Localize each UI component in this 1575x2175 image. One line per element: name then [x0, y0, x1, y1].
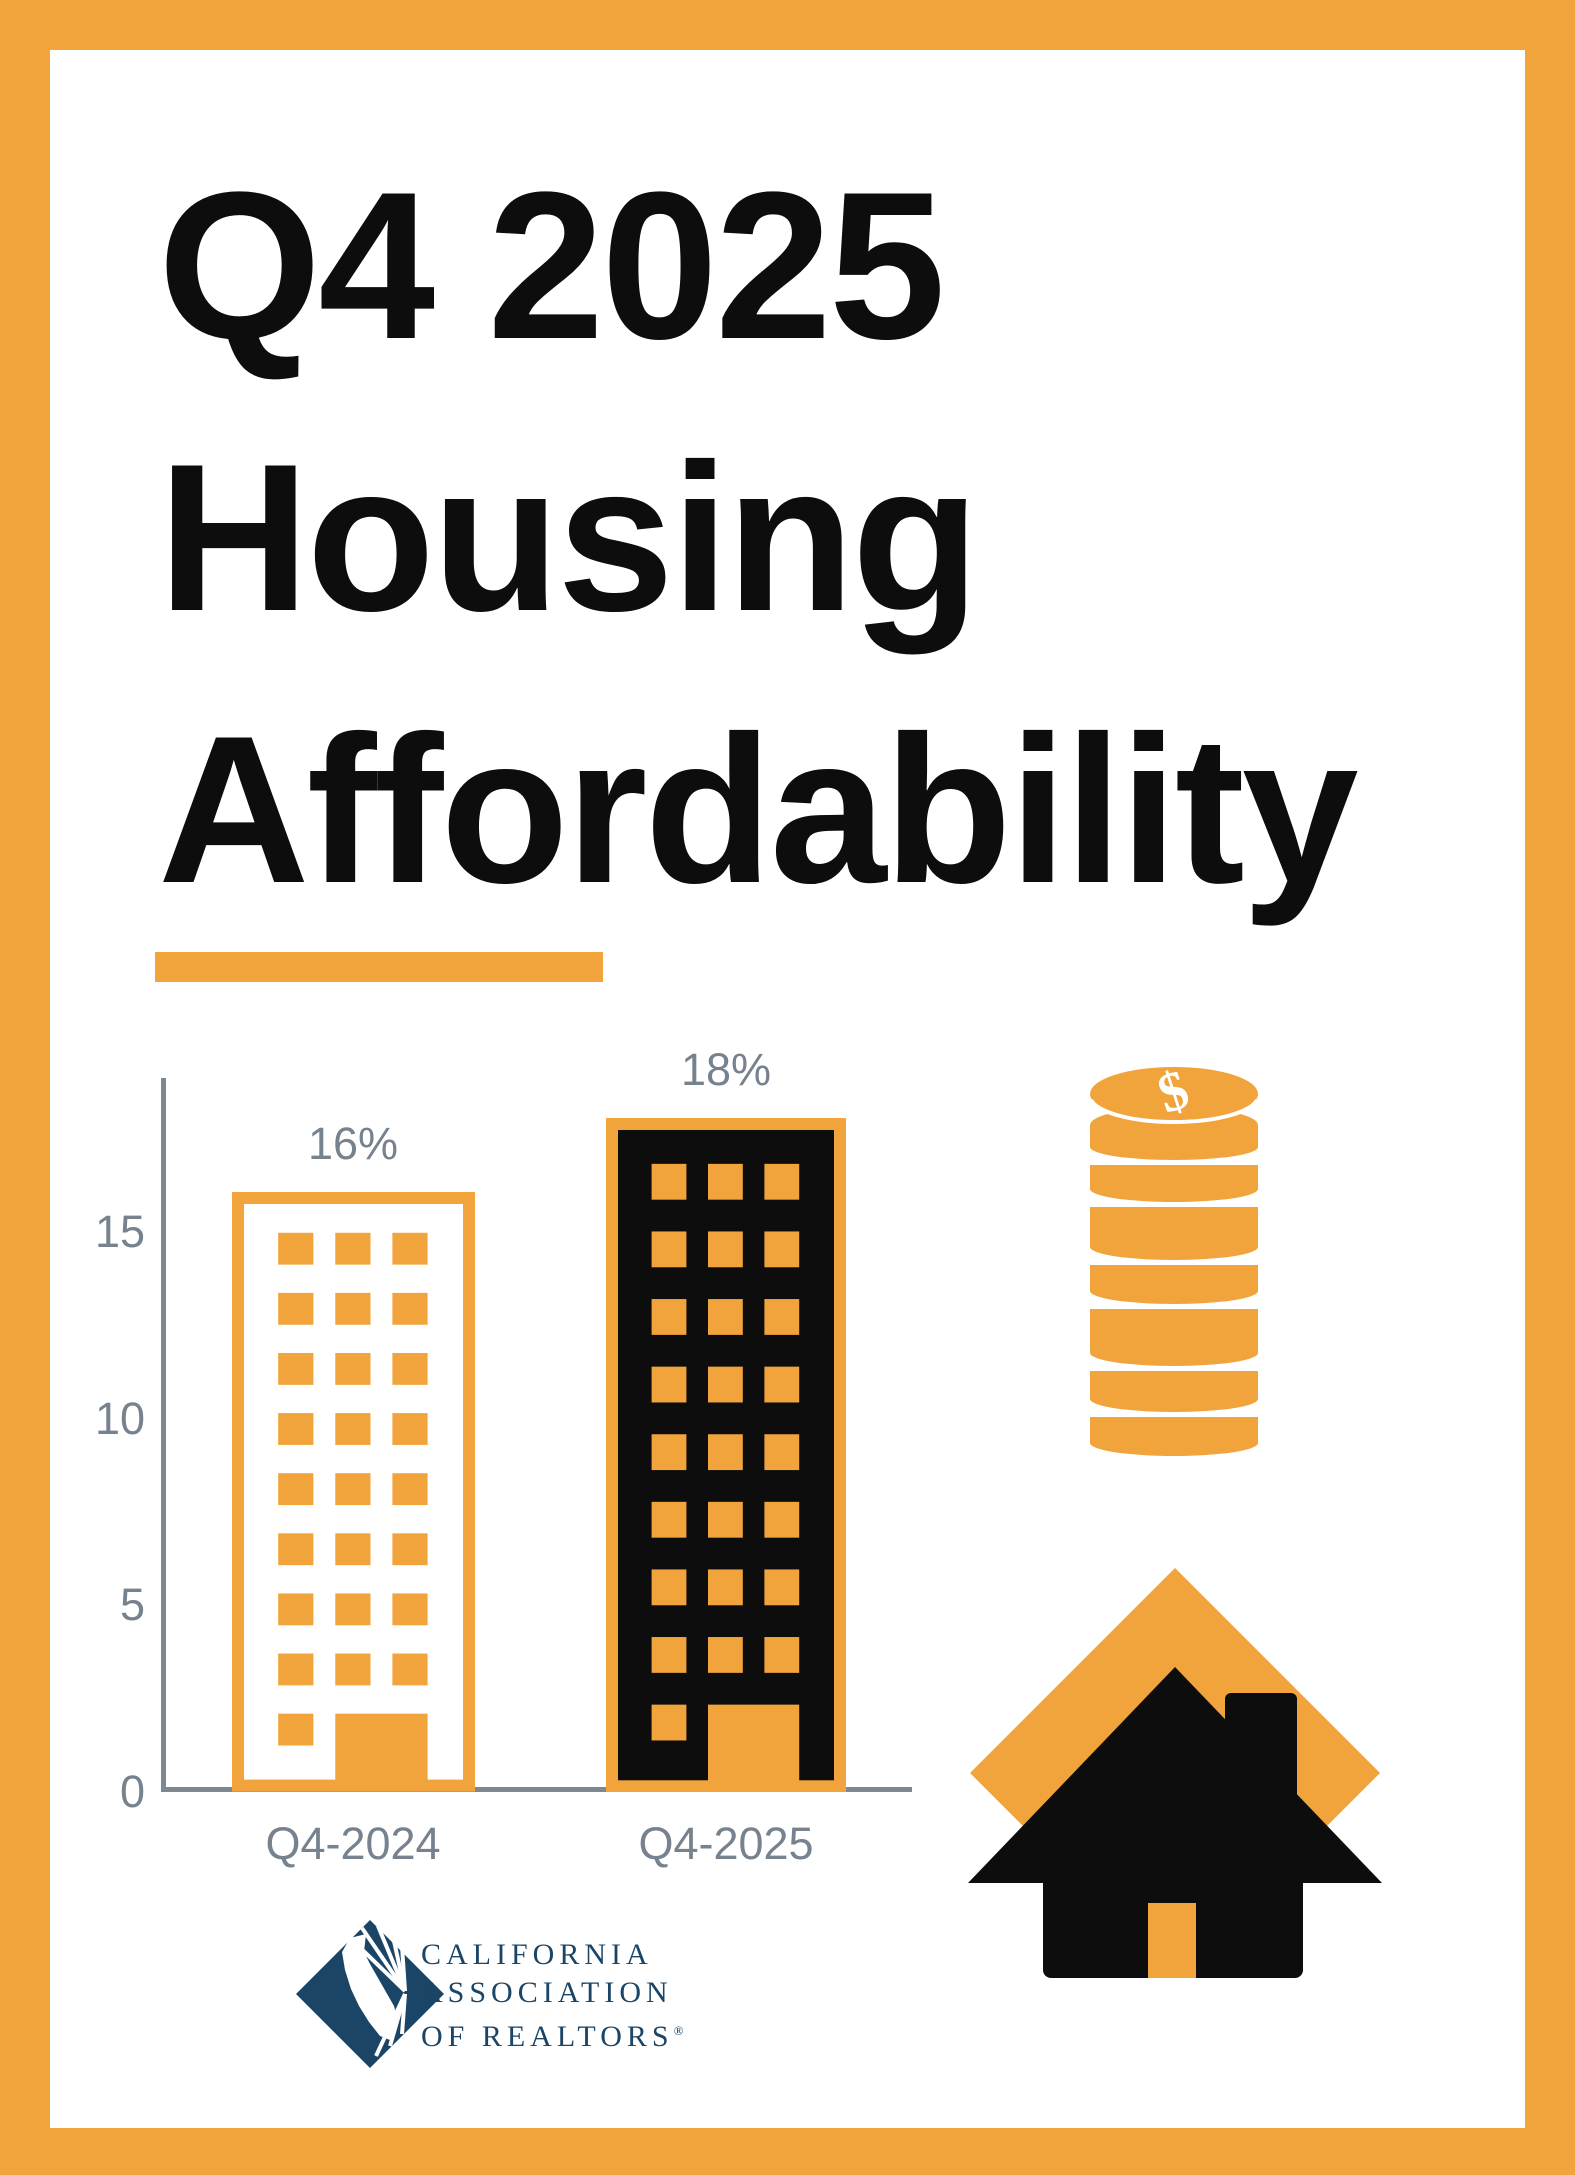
logo-california-silhouette	[342, 1934, 398, 2040]
bar-value-label-q4-2025: 18%	[680, 1043, 772, 1095]
x-axis-line	[161, 1787, 912, 1792]
coin-band	[1090, 1309, 1258, 1366]
house-roof	[968, 1667, 1382, 1883]
category-label-q4-2025: Q4-2025	[638, 1818, 814, 1869]
house-icon	[968, 1568, 1382, 1978]
coin-band	[1090, 1417, 1258, 1456]
coin-band	[1090, 1371, 1258, 1412]
car-logo-diamond	[296, 1920, 444, 2068]
car-logo: CALIFORNIA ASSOCIATION OF REALTORS®	[290, 1910, 910, 2080]
title-line-2: Housing	[158, 420, 980, 655]
bar-value-label-q4-2024: 16%	[307, 1118, 399, 1170]
coin-top-face	[1090, 1067, 1258, 1121]
category-label-q4-2024: Q4-2024	[265, 1818, 441, 1869]
coin-band	[1090, 1165, 1258, 1202]
page-title: Q4 2025 Housing Affordability	[158, 130, 1359, 946]
y-axis-line	[161, 1078, 166, 1792]
car-logo-text: CALIFORNIA ASSOCIATION OF REALTORS®	[421, 1936, 683, 2056]
coin-top-rim	[1089, 1098, 1259, 1124]
logo-line-association: ASSOCIATION	[421, 1976, 673, 2009]
house-door	[1148, 1903, 1196, 1978]
coin-stack-icon: $	[1089, 1058, 1259, 1456]
coin-band	[1090, 1207, 1258, 1260]
coin-band	[1090, 1265, 1258, 1304]
bar-building-q4-2025	[606, 1117, 846, 1792]
logo-line-of-realtors: OF REALTORS®	[421, 2020, 684, 2053]
registered-mark: ®	[673, 2023, 684, 2038]
bar-building-q4-2024	[231, 1192, 475, 1792]
y-tick-15: 15	[94, 1205, 145, 1257]
y-tick-5: 5	[119, 1579, 145, 1631]
logo-line-california: CALIFORNIA	[421, 1938, 653, 1971]
title-line-1: Q4 2025	[158, 148, 946, 383]
y-tick-0: 0	[119, 1766, 145, 1817]
y-tick-10: 10	[94, 1392, 145, 1444]
title-line-3: Affordability	[158, 692, 1359, 927]
title-accent-bar	[155, 952, 603, 982]
